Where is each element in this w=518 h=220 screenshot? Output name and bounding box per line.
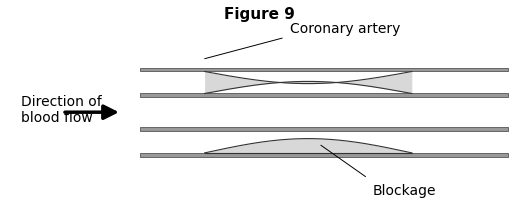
Bar [140,153,508,157]
Text: Coronary artery: Coronary artery [290,22,400,36]
Text: Figure 9: Figure 9 [224,7,294,22]
Bar [140,68,508,72]
Bar [140,94,508,97]
Text: Direction of
blood flow: Direction of blood flow [21,95,102,125]
Text: Blockage: Blockage [373,184,437,198]
Bar [140,127,508,131]
